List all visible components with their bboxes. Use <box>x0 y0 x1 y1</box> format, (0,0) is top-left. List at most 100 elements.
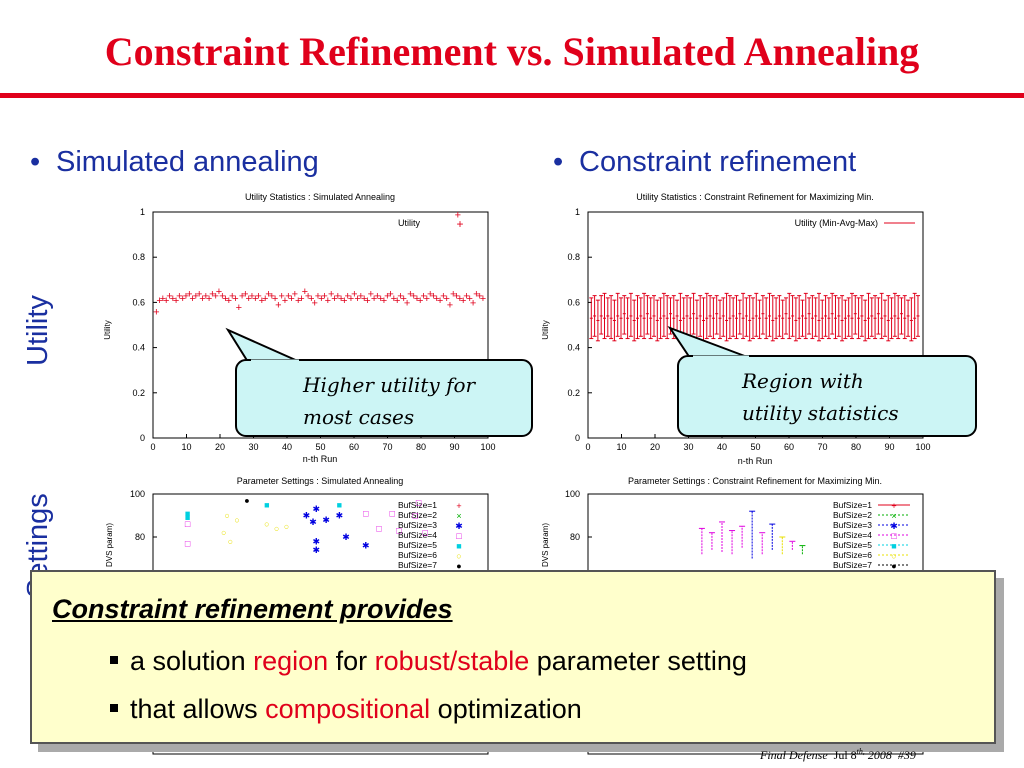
x-tick-label: 10 <box>181 442 191 452</box>
data-point: + <box>302 286 308 298</box>
data-point: + <box>384 291 390 303</box>
x-tick-label: 80 <box>416 442 426 452</box>
x-tick-label: 50 <box>750 442 760 452</box>
data-point: + <box>473 288 479 300</box>
data-point: + <box>440 291 446 303</box>
legend-marker: + <box>891 501 896 511</box>
data-point: ✱ <box>342 532 350 542</box>
data-point: + <box>455 209 461 221</box>
callout-region-statistics: Region with utility statistics <box>667 325 977 437</box>
data-point: ✱ <box>322 515 330 525</box>
data-point: + <box>160 293 166 305</box>
data-point: + <box>434 293 440 305</box>
data-point: + <box>295 295 301 307</box>
chart-title: Utility Statistics : Simulated Annealing <box>245 192 395 202</box>
y-tick-label: 0.8 <box>567 252 580 262</box>
footer-page: #39 <box>897 748 916 762</box>
data-point: + <box>196 288 202 300</box>
data-point: □ <box>376 523 382 533</box>
legend-marker: × <box>456 511 461 521</box>
data-point: + <box>447 300 453 312</box>
data-point: + <box>255 291 261 303</box>
text: a solution <box>130 646 254 676</box>
data-point: ■ <box>185 508 190 518</box>
data-point: + <box>467 293 473 305</box>
x-tick-label: 60 <box>349 442 359 452</box>
summary-point-compositional: that allows compositional optimization <box>110 694 582 725</box>
data-point: □ <box>416 498 422 508</box>
data-point: + <box>285 291 291 303</box>
data-point: + <box>292 288 298 300</box>
legend-marker: □ <box>891 531 897 541</box>
legend-marker: ✱ <box>455 521 463 531</box>
data-point: ✱ <box>313 545 321 555</box>
data-point: ○ <box>224 511 229 521</box>
data-point: + <box>199 293 205 305</box>
data-point: + <box>269 291 275 303</box>
data-point: + <box>298 293 304 305</box>
data-point: + <box>348 293 354 305</box>
x-tick-label: 80 <box>851 442 861 452</box>
data-point: □ <box>185 519 191 529</box>
data-point: + <box>242 288 248 300</box>
data-point: + <box>427 288 433 300</box>
slide-title: Constraint Refinement vs. Simulated Anne… <box>104 29 920 74</box>
text: optimization <box>430 694 582 724</box>
chart-title: Parameter Settings : Constraint Refineme… <box>628 476 882 486</box>
data-point: + <box>414 293 420 305</box>
legend-marker: + <box>456 501 461 511</box>
data-point: + <box>259 295 265 307</box>
x-tick-label: 20 <box>650 442 660 452</box>
summary-heading: Constraint refinement provides <box>52 594 453 624</box>
x-axis-label: n-th Run <box>738 456 773 466</box>
y-axis-label: DVS param) <box>541 523 550 567</box>
data-point: + <box>331 293 337 305</box>
data-point: + <box>226 295 232 307</box>
callout-line: Region with <box>741 369 864 393</box>
data-point: + <box>476 291 482 303</box>
x-axis-label: IntraTh(%) (PBPAIR param) <box>264 739 375 749</box>
data-point: + <box>173 295 179 307</box>
data-point: + <box>229 291 235 303</box>
data-point: + <box>166 291 172 303</box>
chart-title: Parameter Settings : Simulated Annealing <box>237 476 404 486</box>
highlight-robust-stable: robust/stable <box>374 646 530 676</box>
y-tick-label: 0.2 <box>132 388 145 398</box>
data-point: ● <box>244 495 249 505</box>
legend-label: BufSize=1 <box>398 500 437 510</box>
y-tick-label: 100 <box>565 489 580 499</box>
data-point: □ <box>396 526 402 536</box>
y-axis-label: Utility <box>541 320 550 340</box>
data-point: + <box>278 291 284 303</box>
x-tick-label: 10 <box>616 442 626 452</box>
x-tick-label: 100 <box>915 442 930 452</box>
data-point: + <box>308 293 314 305</box>
data-point: + <box>470 297 476 309</box>
legend-label: BufSize=4 <box>833 530 872 540</box>
slide-footer: Final Defense Jul 8th, 2008 #39 <box>760 747 916 763</box>
data-point: + <box>341 295 347 307</box>
data-point: + <box>328 288 334 300</box>
data-point: + <box>183 291 189 303</box>
data-point: + <box>186 288 192 300</box>
y-tick-label: 0.4 <box>567 343 580 353</box>
legend-marker: ■ <box>891 541 896 551</box>
y-tick-label: 0.2 <box>567 388 580 398</box>
callout-line: Higher utility for <box>302 373 477 397</box>
x-tick-label: 60 <box>784 442 794 452</box>
data-point: + <box>437 295 443 307</box>
legend-label: Utility (Min-Avg-Max) <box>795 218 878 228</box>
data-point: □ <box>422 528 428 538</box>
bullet-dot: • <box>30 146 41 178</box>
data-point: + <box>275 300 281 312</box>
data-point: + <box>424 293 430 305</box>
data-point: + <box>417 295 423 307</box>
data-point: + <box>262 293 268 305</box>
summary-box: Constraint refinement provides a solutio… <box>30 570 996 744</box>
data-point: + <box>179 293 185 305</box>
data-point: + <box>344 291 350 303</box>
data-point: + <box>189 293 195 305</box>
legend-marker: + <box>456 217 463 231</box>
legend-marker: ○ <box>456 551 461 561</box>
data-point: + <box>170 293 176 305</box>
